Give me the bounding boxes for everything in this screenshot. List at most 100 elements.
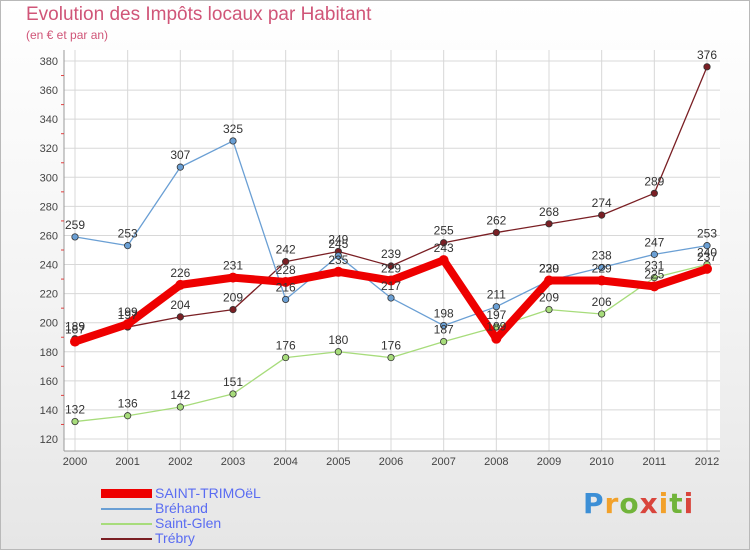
x-tick-label: 2000 [63,456,87,468]
y-tick-label: 240 [40,260,58,272]
x-tick-label: 2012 [695,456,719,468]
data-label: 142 [170,388,190,402]
data-point [492,228,500,237]
data-label: 226 [170,266,190,280]
data-point [122,319,133,330]
chart-title: Evolution des Impôts locaux par Habitant [26,4,372,25]
data-point [333,266,344,277]
data-label: 259 [65,218,85,232]
data-point [387,353,395,362]
data-point [334,252,342,260]
x-tick-label: 2010 [589,456,613,468]
chart-subtitle: (en € et par an) [26,28,109,42]
x-tick-label: 2011 [643,456,667,468]
data-point [334,348,342,356]
data-label: 176 [381,339,401,353]
data-point [598,263,606,272]
data-label: 180 [328,333,348,347]
y-tick-label: 200 [40,318,58,330]
legend-swatch [101,508,152,510]
y-tick-label: 220 [40,289,58,301]
data-point [71,417,79,426]
data-label: 198 [434,307,454,321]
data-point [386,275,396,286]
data-label: 238 [592,248,612,262]
data-point [175,279,186,290]
data-point [282,353,290,362]
data-point [228,272,238,283]
y-tick-label: 260 [40,230,58,242]
data-label: 176 [276,339,296,353]
data-label: 242 [276,243,296,257]
x-tick-label: 2009 [537,456,561,468]
data-point [440,321,448,330]
data-label: 235 [328,253,348,267]
legend-label: Trébry [155,530,195,546]
legend-label: SAINT-TRIMOëL [155,485,261,501]
data-label: 376 [697,48,717,62]
y-tick-label: 140 [40,405,58,417]
data-label: 247 [644,235,664,249]
data-point [124,242,132,250]
data-point [491,333,502,344]
y-tick-label: 320 [40,143,58,155]
data-label: 187 [65,323,85,337]
data-label: 204 [170,298,190,312]
data-point [440,239,448,247]
data-label: 228 [276,263,296,277]
y-tick-label: 120 [40,434,58,446]
data-point [703,242,711,250]
data-point [650,274,658,282]
data-point [702,263,712,274]
data-label: 253 [697,227,717,241]
data-point [545,306,553,314]
data-point [438,255,449,266]
data-point [282,295,290,304]
y-tick-label: 300 [40,172,58,184]
data-point [229,306,237,314]
data-point [387,262,395,270]
data-point [280,276,291,287]
data-label: 274 [592,196,612,210]
legend-swatch [101,523,152,525]
data-point [176,163,184,171]
data-label: 231 [644,259,664,273]
data-point [544,275,554,286]
y-tick-label: 160 [40,376,58,388]
data-label: 132 [65,403,85,417]
data-point [176,313,184,321]
data-point [124,412,132,420]
x-tick-label: 2006 [379,456,403,468]
data-label: 237 [697,250,717,264]
data-label: 253 [118,227,138,241]
data-label: 307 [170,148,190,162]
y-tick-label: 280 [40,201,58,213]
data-label: 187 [434,323,454,337]
data-label: 229 [539,262,559,276]
data-label: 189 [65,320,85,334]
data-label: 199 [118,305,138,319]
data-point [282,258,290,266]
legend-swatch [101,538,152,540]
data-point [387,294,395,302]
data-point [650,250,658,258]
data-point [598,310,606,318]
data-label: 225 [644,267,664,281]
y-tick-label: 360 [40,85,58,97]
data-label: 229 [381,262,401,276]
data-label: 229 [592,262,612,276]
data-label: 136 [118,397,138,411]
data-point [229,390,237,398]
x-tick-label: 2004 [273,456,297,468]
legend-label: Saint-Glen [155,515,222,531]
data-label: 209 [223,291,243,305]
x-tick-label: 2008 [484,456,508,468]
data-point [649,281,660,292]
data-label: 243 [434,241,454,255]
data-point [70,336,80,347]
y-tick-label: 340 [40,114,58,126]
data-point [598,211,606,219]
legend-swatch [101,489,152,498]
x-tick-label: 2005 [326,456,350,468]
data-label: 217 [381,279,401,293]
